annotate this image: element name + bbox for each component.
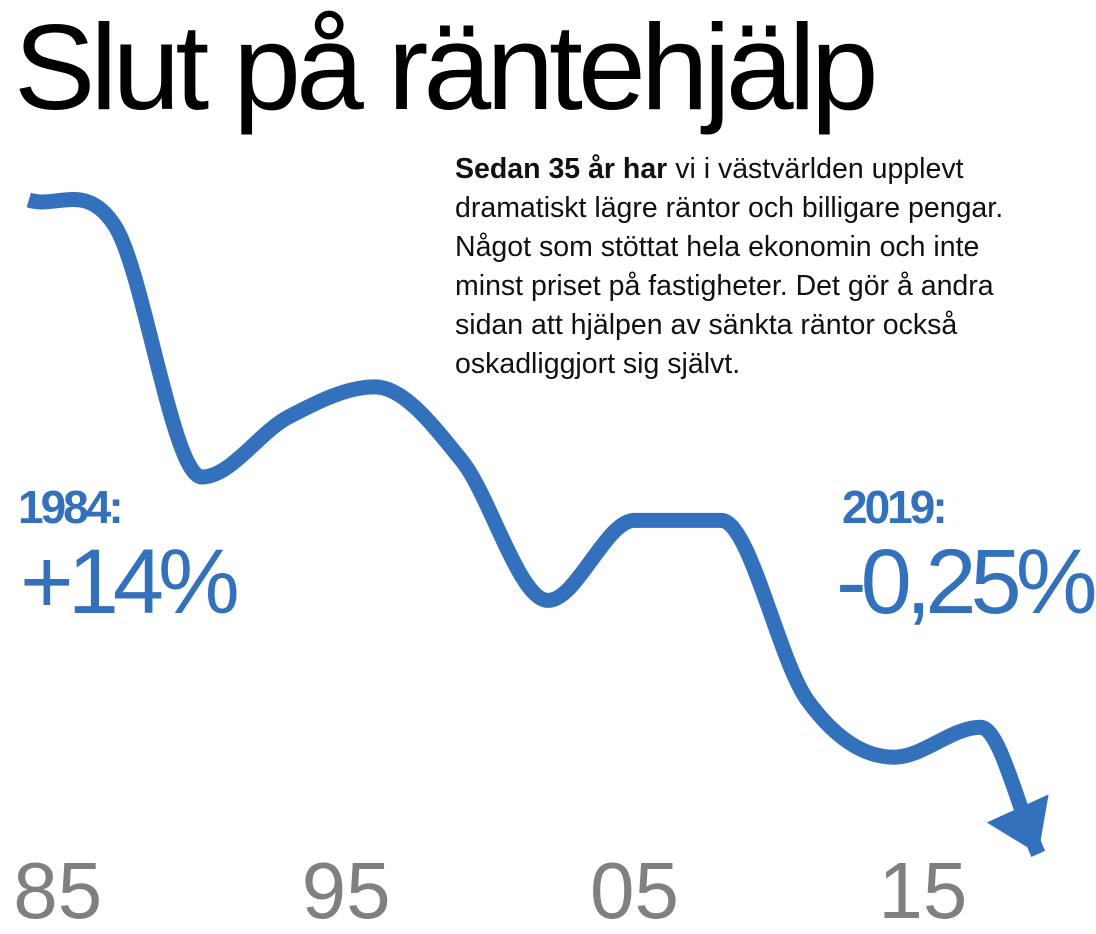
start-year-label: 1984:: [18, 481, 124, 533]
intro-text: Sedan 35 år har vi i västvärlden upplevt…: [455, 150, 1055, 384]
x-tick-label: 85: [13, 846, 102, 934]
x-tick-label: 05: [590, 846, 679, 934]
intro-lead: Sedan 35 år har: [455, 153, 668, 185]
x-tick-label: 15: [878, 846, 967, 934]
arrowhead: [986, 794, 1049, 854]
series-line: [26, 192, 1046, 858]
page-title: Slut på räntehjälp: [14, 0, 879, 135]
end-year-label: 2019:: [842, 481, 948, 533]
start-rate-value: +14%: [20, 531, 240, 633]
end-rate-value: -0,25%: [836, 531, 1096, 633]
x-tick-label: 95: [302, 846, 391, 934]
intro-body: vi i västvärlden upplevt dramatiskt lägr…: [455, 153, 1004, 380]
